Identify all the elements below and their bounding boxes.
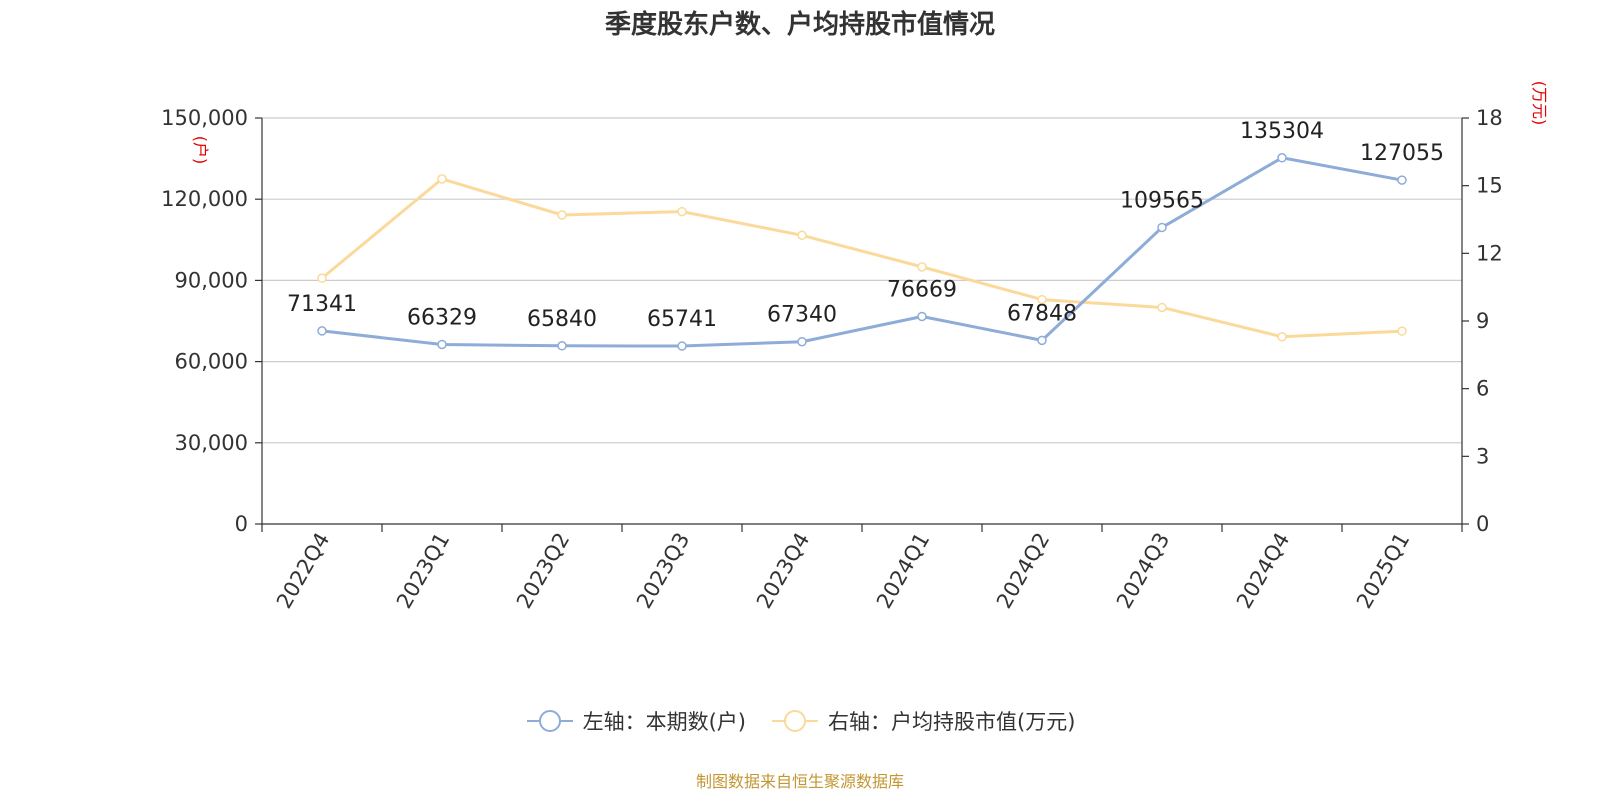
right-tick-label: 6 — [1476, 377, 1489, 401]
left-tick-label: 0 — [235, 512, 248, 536]
right-tick-label: 15 — [1476, 174, 1503, 198]
x-tick-label: 2023Q1 — [392, 529, 454, 613]
households-point — [437, 339, 447, 350]
legend-item-households[interactable]: 左轴：本期数(户) — [525, 706, 746, 736]
legend-label-households: 左轴：本期数(户) — [582, 710, 746, 734]
x-tick-label: 2023Q4 — [752, 529, 814, 613]
x-tick-label: 2024Q3 — [1112, 529, 1174, 613]
right-tick-label: 3 — [1476, 444, 1489, 468]
legend-marker-blue-icon — [526, 710, 573, 732]
legend: 左轴：本期数(户) 右轴：户均持股市值(万元) — [0, 706, 1600, 736]
x-tick-label: 2024Q2 — [992, 529, 1054, 613]
households-data-label: 71341 — [287, 292, 357, 317]
data-source: 制图数据来自恒生聚源数据库 — [695, 772, 904, 791]
left-tick-label: 150,000 — [161, 106, 248, 130]
right-tick-label: 18 — [1476, 106, 1503, 130]
avg-value-point — [917, 262, 927, 272]
households-point — [677, 341, 687, 351]
avg-value-point — [437, 174, 447, 184]
households-data-label: 135304 — [1240, 119, 1324, 144]
households-data-label: 127055 — [1360, 141, 1444, 166]
avg-value-series-line — [321, 177, 1403, 339]
households-point — [1037, 335, 1047, 346]
households-point — [317, 326, 327, 336]
x-tick-label: 2025Q1 — [1352, 529, 1414, 613]
left-tick-label: 120,000 — [161, 187, 248, 211]
legend-marker-yellow-icon — [772, 710, 818, 732]
left-tick-label: 60,000 — [175, 350, 248, 374]
households-data-label: 67340 — [767, 303, 837, 328]
avg-value-point — [1277, 332, 1287, 342]
x-tick-label: 2023Q2 — [512, 529, 574, 613]
households-data-label: 67848 — [1007, 301, 1077, 326]
avg-value-point — [1157, 302, 1167, 313]
x-tick-label: 2024Q4 — [1232, 529, 1294, 613]
left-tick-label: 30,000 — [175, 431, 248, 455]
households-point — [917, 311, 927, 322]
avg-value-point — [317, 273, 327, 283]
households-point — [1277, 153, 1287, 163]
households-point — [1397, 175, 1407, 185]
households-point — [797, 336, 807, 347]
households-data-label: 65741 — [647, 307, 717, 332]
avg-value-point — [797, 230, 807, 241]
left-tick-label: 90,000 — [175, 268, 248, 292]
legend-item-avg-value[interactable]: 右轴：户均持股市值(万元) — [770, 706, 1075, 736]
households-data-label: 65840 — [527, 307, 597, 332]
right-tick-label: 9 — [1476, 309, 1489, 333]
x-tick-label: 2022Q4 — [272, 529, 334, 613]
households-point — [1157, 222, 1167, 233]
households-series-line — [321, 156, 1403, 348]
households-data-label: 109565 — [1120, 188, 1204, 213]
chart-title: 季度股东户数、户均持股市值情况 — [604, 10, 995, 40]
avg-value-point — [1397, 326, 1407, 336]
avg-value-point — [1037, 294, 1047, 305]
right-tick-label: 0 — [1476, 512, 1489, 536]
right-axis-unit: (万元) — [1530, 81, 1549, 126]
households-data-label: 66329 — [407, 305, 477, 330]
left-axis-unit: (户) — [191, 136, 210, 165]
households-data-label: 76669 — [887, 277, 957, 302]
legend-label-avg-value: 右轴：户均持股市值(万元) — [828, 710, 1076, 734]
x-tick-label: 2024Q1 — [872, 529, 934, 613]
avg-value-point — [677, 206, 687, 217]
right-tick-label: 12 — [1476, 241, 1503, 265]
x-tick-label: 2023Q3 — [632, 529, 694, 613]
households-point — [557, 341, 567, 351]
avg-value-point — [557, 210, 567, 220]
